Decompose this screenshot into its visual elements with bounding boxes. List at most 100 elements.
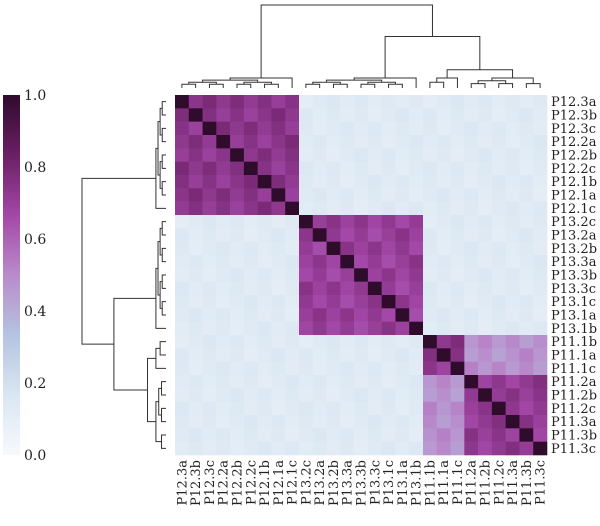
dendrogram-branch [161,301,166,316]
heatmap-cell [216,375,231,389]
heatmap-cell [478,295,493,309]
heatmap-cell [354,201,369,216]
heatmap-cell [312,108,327,122]
heatmap-cell [299,415,314,429]
heatmap-cell [519,428,534,442]
heatmap-cell [381,135,396,149]
heatmap-cell [285,295,300,309]
heatmap-cell [354,95,369,109]
heatmap-cell [188,108,203,122]
heatmap-cell [450,95,465,109]
heatmap-cell [436,375,451,389]
heatmap-cell [243,348,258,362]
heatmap-cell [354,295,369,309]
heatmap-cell [340,121,355,136]
heatmap-cell [326,335,341,349]
heatmap-cell [271,241,286,256]
heatmap-cell [450,215,465,229]
heatmap-cell [464,255,479,269]
heatmap-cell [381,401,396,416]
heatmap-cell [519,161,534,176]
heatmap-cell [312,175,327,189]
heatmap-cell [230,108,245,122]
heatmap-cell [188,121,203,136]
dendrogram-branch [436,77,458,88]
heatmap-cell [478,441,493,456]
heatmap-cell [299,375,314,389]
row-label: P12.3c [551,122,596,137]
heatmap-cell [478,241,493,256]
heatmap-cell [175,108,190,122]
heatmap-cell [505,335,520,349]
heatmap-cell [285,401,300,416]
heatmap-cell [340,188,355,202]
heatmap-cell [491,308,506,322]
heatmap-cell [436,388,451,402]
heatmap-cell [188,281,203,296]
heatmap-cell [381,241,396,256]
heatmap-cell [340,335,355,349]
column-label: P11.2b [479,460,494,506]
heatmap-cell [395,361,410,376]
heatmap-cell [230,308,245,322]
heatmap-cell [464,335,479,349]
heatmap-cell [533,361,548,376]
heatmap-cell [505,321,520,336]
heatmap-cell [491,415,506,429]
heatmap-cell [202,335,217,349]
heatmap-cell [519,388,534,402]
heatmap-cell [243,268,258,282]
row-label: P11.2b [551,389,597,404]
heatmap-cell [340,415,355,429]
heatmap-cell [491,241,506,256]
heatmap-cell [285,335,300,349]
heatmap-cell [478,175,493,189]
heatmap-cell [395,108,410,122]
heatmap-cell [175,321,190,336]
heatmap-cell [395,401,410,416]
heatmap-cell [367,375,382,389]
heatmap-cell [230,121,245,136]
dendrogram-branch [81,177,156,345]
heatmap-cell [202,121,217,136]
heatmap-cell [409,281,424,296]
heatmap-cell [395,375,410,389]
heatmap-cell [243,175,258,189]
heatmap-cell [299,348,314,362]
heatmap-cell [216,161,231,176]
heatmap-cell [271,161,286,176]
heatmap-cell [367,401,382,416]
heatmap-cell [271,268,286,282]
heatmap-cell [271,308,286,322]
heatmap-cell [367,255,382,269]
row-dendrogram [81,101,166,449]
heatmap-cell [395,241,410,256]
heatmap-cell [436,348,451,362]
heatmap-cell [436,295,451,309]
heatmap-cell [326,228,341,242]
heatmap-cell [519,121,534,136]
heatmap-cell [478,188,493,202]
heatmap-cell [533,415,548,429]
heatmap-cell [423,95,438,109]
heatmap-cell [257,241,272,256]
heatmap-cell [340,388,355,402]
dendrogram-branch [155,147,166,209]
heatmap-cell [175,241,190,256]
heatmap-cell [409,361,424,376]
heatmap-cell [326,441,341,456]
heatmap-cell [340,321,355,336]
heatmap-cell [230,175,245,189]
dendrogram-branch [155,347,166,369]
heatmap-cell [175,401,190,416]
dendrogram-branch [236,83,252,88]
heatmap-cell [354,428,369,442]
heatmap-cell [436,255,451,269]
heatmap-cell [478,308,493,322]
heatmap-cell [230,201,245,216]
heatmap-cell [230,375,245,389]
heatmap-cell [257,215,272,229]
heatmap-cell [188,401,203,416]
heatmap-cell [423,388,438,402]
row-label: P12.3a [551,95,597,110]
